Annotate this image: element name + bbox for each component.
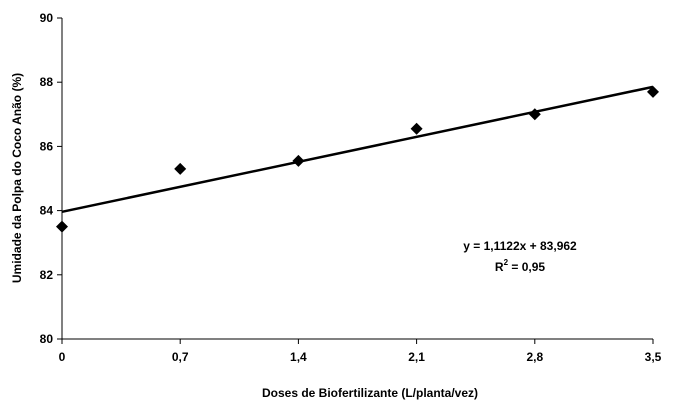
y-tick-label: 80 bbox=[40, 332, 54, 346]
data-point bbox=[56, 220, 68, 233]
x-tick-label: 0,7 bbox=[172, 350, 189, 364]
y-tick-label: 82 bbox=[40, 268, 54, 282]
trend-line bbox=[61, 85, 654, 214]
r2-superscript: 2 bbox=[504, 258, 509, 267]
trendline-equation: y = 1,1122x + 83,962 bbox=[463, 239, 577, 253]
y-tick-label: 88 bbox=[40, 75, 54, 89]
x-tick-label: 2,1 bbox=[408, 350, 425, 364]
y-tick-label: 86 bbox=[40, 139, 54, 153]
x-tick-label: 2,8 bbox=[526, 350, 543, 364]
data-points bbox=[56, 85, 659, 233]
data-point bbox=[410, 122, 423, 135]
r2-prefix: R bbox=[495, 260, 504, 274]
r2-value: = 0,95 bbox=[508, 260, 545, 274]
y-axis: 80 82 84 86 88 90 bbox=[40, 11, 62, 346]
x-axis: 0 0,7 1,4 2,1 2,8 3,5 bbox=[59, 339, 662, 364]
x-tick-label: 0 bbox=[59, 350, 66, 364]
data-point bbox=[647, 85, 659, 98]
y-tick-label: 84 bbox=[40, 204, 54, 218]
data-point bbox=[174, 162, 187, 175]
data-point bbox=[528, 108, 541, 121]
y-axis-title: Umidade da Polpa do Coco Anão (%) bbox=[10, 73, 24, 283]
trendline-r2: R2 = 0,95 bbox=[495, 258, 545, 274]
plot-area bbox=[61, 18, 653, 340]
x-tick-label: 3,5 bbox=[645, 350, 662, 364]
x-axis-title: Doses de Biofertilizante (L/planta/vez) bbox=[262, 386, 478, 400]
y-tick-label: 90 bbox=[40, 11, 54, 25]
data-point bbox=[292, 154, 305, 167]
x-tick-label: 1,4 bbox=[290, 350, 307, 364]
